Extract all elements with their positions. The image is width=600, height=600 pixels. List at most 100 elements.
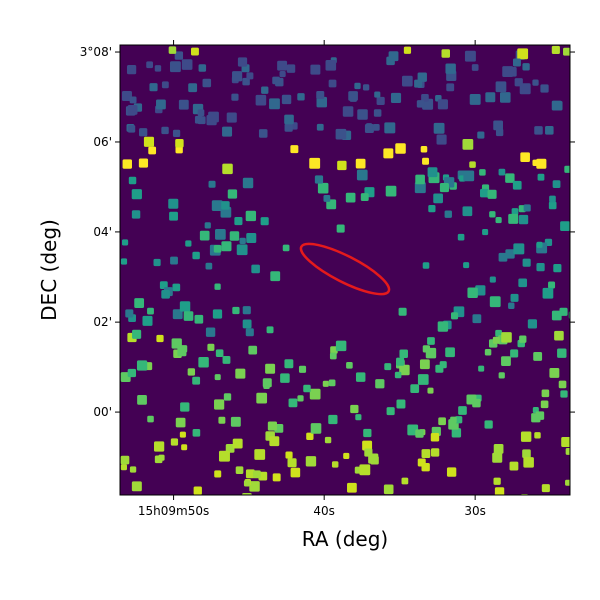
source [422,262,430,269]
source [192,251,200,260]
source [482,229,489,236]
source [536,263,545,272]
source [450,416,457,424]
source [560,390,568,398]
source [430,448,440,457]
source [237,57,248,67]
source [464,50,476,62]
source [565,448,570,455]
source [365,123,373,130]
source [146,61,154,69]
source [277,60,288,71]
source [513,243,525,255]
source [175,139,184,148]
source [143,136,155,147]
source [168,198,179,209]
source [194,314,204,324]
source [419,359,430,370]
source [455,416,463,424]
source [427,167,438,178]
source [170,438,179,446]
source [179,301,191,312]
source [147,415,154,423]
source [509,461,519,471]
source [427,337,435,345]
x-tick-label: 30s [464,504,486,518]
source [170,256,178,265]
source [235,368,246,379]
source [489,276,496,283]
source [350,404,359,414]
source [175,417,186,428]
source [153,258,161,267]
source [417,72,427,82]
source [549,367,560,378]
source [469,94,481,105]
source [492,336,500,344]
source [199,230,210,241]
source [356,169,368,181]
source [428,204,436,213]
source [251,264,260,274]
source [225,444,235,453]
source [441,49,450,58]
source [422,345,431,353]
source [192,429,201,437]
source [480,188,489,198]
source [316,96,328,108]
source [517,48,529,60]
source [121,90,132,101]
source [297,395,304,402]
source [501,332,512,343]
source [493,443,504,454]
source [214,470,222,478]
source [518,278,528,288]
source [181,59,193,70]
source [403,46,412,54]
source [376,96,385,106]
source [205,262,213,270]
source [495,216,502,224]
source [246,233,257,244]
source [355,372,366,382]
source [161,289,170,299]
source [120,258,128,265]
source [518,214,529,225]
source [536,158,547,169]
source [399,364,410,376]
source [469,161,476,168]
source [430,433,440,442]
source [484,349,492,356]
source [552,180,561,189]
source [493,477,501,485]
source [511,208,519,215]
source [545,126,554,135]
source [267,421,278,431]
source [284,359,294,369]
source [192,376,201,385]
source [286,64,296,73]
source [565,479,570,486]
source [396,357,405,366]
source [185,240,192,247]
x-axis-title: RA (deg) [302,527,388,551]
source [471,64,479,71]
source [505,249,515,259]
source [360,193,369,201]
source [245,210,257,222]
source [384,122,396,134]
source [463,170,475,182]
source [478,365,485,372]
source [194,115,203,124]
source [390,92,402,103]
source [433,122,445,134]
source [495,128,504,137]
source [272,473,281,482]
source [527,319,538,329]
source [395,143,406,154]
source [336,224,345,233]
source [498,168,506,176]
source [287,458,297,468]
source [534,126,543,135]
